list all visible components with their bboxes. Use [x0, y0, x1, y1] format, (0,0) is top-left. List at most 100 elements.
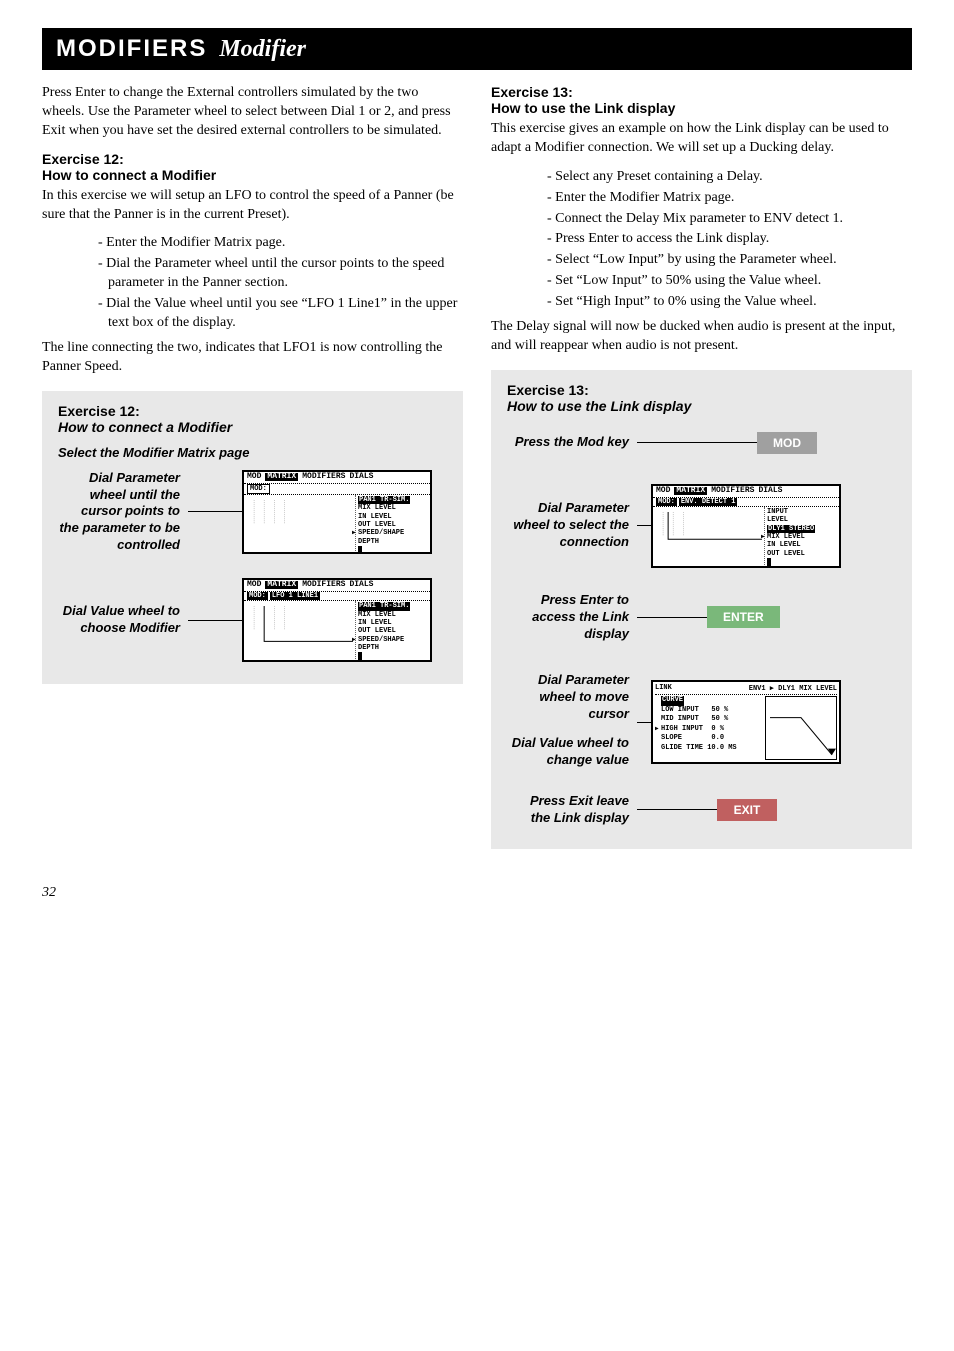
link-param: CURVE [661, 696, 684, 705]
screen-matrix-area [244, 601, 356, 659]
step-row: Press Enter to access the Link display E… [507, 592, 896, 643]
tab: DIALS [349, 473, 373, 481]
connector-line [637, 722, 651, 723]
left-column: Press Enter to change the External contr… [42, 84, 463, 849]
param-item: INPUT [767, 508, 837, 516]
greybox-section: Select the Modifier Matrix page [58, 445, 447, 460]
bullet-item: - Enter the Modifier Matrix page. [108, 234, 463, 253]
tab: DIALS [349, 581, 373, 589]
tab-active: MATRIX [674, 487, 707, 495]
ex12-grey-box: Exercise 12: How to connect a Modifier S… [42, 391, 463, 684]
link-param-v: 50 % [711, 706, 728, 714]
modline-value: LFO 1 LINE1 [270, 592, 320, 600]
screen-param-list: PAN1 TR-SIM. MIX LEVEL IN LEVEL OUT LEVE… [356, 601, 430, 659]
link-lcd-screen: LINK ENV1 ▶ DLY1 MIX LEVEL CURVE LOW INP… [651, 680, 841, 764]
tab: DIALS [758, 487, 782, 495]
link-param-k: MID INPUT [661, 715, 699, 723]
param-item: IN LEVEL [358, 513, 428, 521]
bullet-item: - Dial the Value wheel until you see “LF… [108, 295, 463, 333]
ex13-grey-box: Exercise 13: How to use the Link display… [491, 370, 912, 849]
step-row: Dial Parameter wheel until the cursor po… [58, 470, 447, 554]
step-row: Press Exit leave the Link display EXIT [507, 793, 896, 827]
ex13-bullets: - Select any Preset containing a Delay. … [547, 168, 912, 312]
page-number: 32 [42, 885, 56, 901]
bullet-item: - Enter the Modifier Matrix page. [557, 189, 912, 208]
link-param-k: HIGH INPUT [661, 725, 703, 733]
step-label: Press the Mod key [507, 434, 637, 451]
bullet-item: - Select any Preset containing a Delay. [557, 168, 912, 187]
step-row: Press the Mod key MOD [507, 432, 896, 454]
step-label: Dial Value wheel to change value [507, 735, 629, 769]
step-label: Press Exit leave the Link display [507, 793, 637, 827]
header-bold: MODIFIERS [56, 35, 207, 62]
bullet-item: - Connect the Delay Mix parameter to ENV… [557, 210, 912, 229]
ex12-bullets: - Enter the Modifier Matrix page. - Dial… [98, 234, 463, 332]
ex13-after: The Delay signal will now be ducked when… [491, 318, 912, 356]
link-param-v: 0 % [711, 725, 724, 733]
bullet-item: - Set “Low Input” to 50% using the Value… [557, 272, 912, 291]
connector-line [637, 617, 707, 618]
param-item: MIX LEVEL [358, 504, 428, 512]
link-param-v: 0.0 [711, 734, 724, 742]
param-item: MIX LEVEL [767, 533, 837, 541]
link-screen-header: LINK ENV1 ▶ DLY1 MIX LEVEL [655, 684, 837, 695]
ex12-body: In this exercise we will setup an LFO to… [42, 187, 463, 225]
param-item: DLY1 STEREO [767, 525, 815, 533]
param-item: SPEED/SHAPE [358, 529, 428, 537]
link-param-v: 50 % [711, 715, 728, 723]
screen-body: PAN1 TR-SIM. MIX LEVEL IN LEVEL OUT LEVE… [244, 495, 430, 553]
connector-line [188, 620, 242, 621]
link-param-k: LOW INPUT [661, 706, 699, 714]
connector-line [188, 511, 242, 512]
link-param-k: GLIDE TIME [661, 744, 703, 752]
bullet-item: - Set “High Input” to 0% using the Value… [557, 293, 912, 312]
tab: MODIFIERS [302, 473, 345, 481]
param-item: MIX LEVEL [358, 611, 428, 619]
param-item: IN LEVEL [358, 619, 428, 627]
tab: MOD [247, 473, 261, 481]
link-param-k: SLOPE [661, 734, 682, 742]
screen-body: INPUT LEVEL DLY1 STEREO MIX LEVEL IN LEV… [653, 507, 839, 565]
modline-label: MOD: [656, 498, 677, 506]
param-item: DEPTH [358, 644, 428, 652]
scrollbar-thumb [358, 652, 362, 662]
screen-tabs: MOD MATRIX MODIFIERS DIALS [244, 472, 430, 484]
bullet-item: - Press Enter to access the Link display… [557, 230, 912, 249]
tab: MOD [247, 581, 261, 589]
greybox-title: Exercise 13: [507, 382, 896, 398]
screen-tabs: MOD MATRIX MODIFIERS DIALS [244, 580, 430, 592]
param-item: OUT LEVEL [358, 627, 428, 635]
link-param-v: 10.0 MS [707, 744, 736, 752]
tab-active: MATRIX [265, 473, 298, 481]
modline-value: ENV. DETECT 1 [679, 498, 738, 506]
step-label: Dial Parameter wheel to move cursor [507, 672, 629, 723]
param-item: PAN1 TR-SIM. [358, 496, 410, 504]
param-item: SPEED/SHAPE [358, 636, 428, 644]
right-column: Exercise 13: How to use the Link display… [491, 84, 912, 849]
scrollbar-thumb [767, 558, 771, 568]
bullet-item: - Select “Low Input” by using the Parame… [557, 251, 912, 270]
step-label: Press Enter to access the Link display [507, 592, 637, 643]
param-item: IN LEVEL [767, 541, 837, 549]
step-label: Dial Value wheel to choose Modifier [58, 603, 188, 637]
scrollbar-thumb [358, 546, 362, 554]
lcd-screen: MOD MATRIX MODIFIERS DIALS MOD: LFO 1 LI… [242, 578, 432, 662]
section-header: MODIFIERS Modifier [42, 28, 912, 70]
modline-label: MOD: [247, 484, 270, 494]
screen-param-list: INPUT LEVEL DLY1 STEREO MIX LEVEL IN LEV… [765, 507, 839, 565]
param-item: LEVEL [767, 516, 837, 524]
connector-line [637, 525, 651, 526]
exit-button: EXIT [717, 799, 777, 821]
connector-line [637, 809, 717, 810]
greybox-title: Exercise 12: [58, 403, 447, 419]
enter-button: ENTER [707, 606, 780, 628]
ex13-subheading: How to use the Link display [491, 100, 912, 116]
link-hdr-left: LINK [655, 684, 672, 693]
header-italic: Modifier [219, 36, 306, 62]
mod-button: MOD [757, 432, 817, 454]
lcd-screen: MOD MATRIX MODIFIERS DIALS MOD: [242, 470, 432, 554]
intro-text: Press Enter to change the External contr… [42, 84, 463, 141]
param-item: PAN1 TR-SIM. [358, 602, 410, 610]
step-row: Dial Parameter wheel to select the conne… [507, 484, 896, 568]
screen-modline: MOD: ENV. DETECT 1 [653, 498, 839, 507]
